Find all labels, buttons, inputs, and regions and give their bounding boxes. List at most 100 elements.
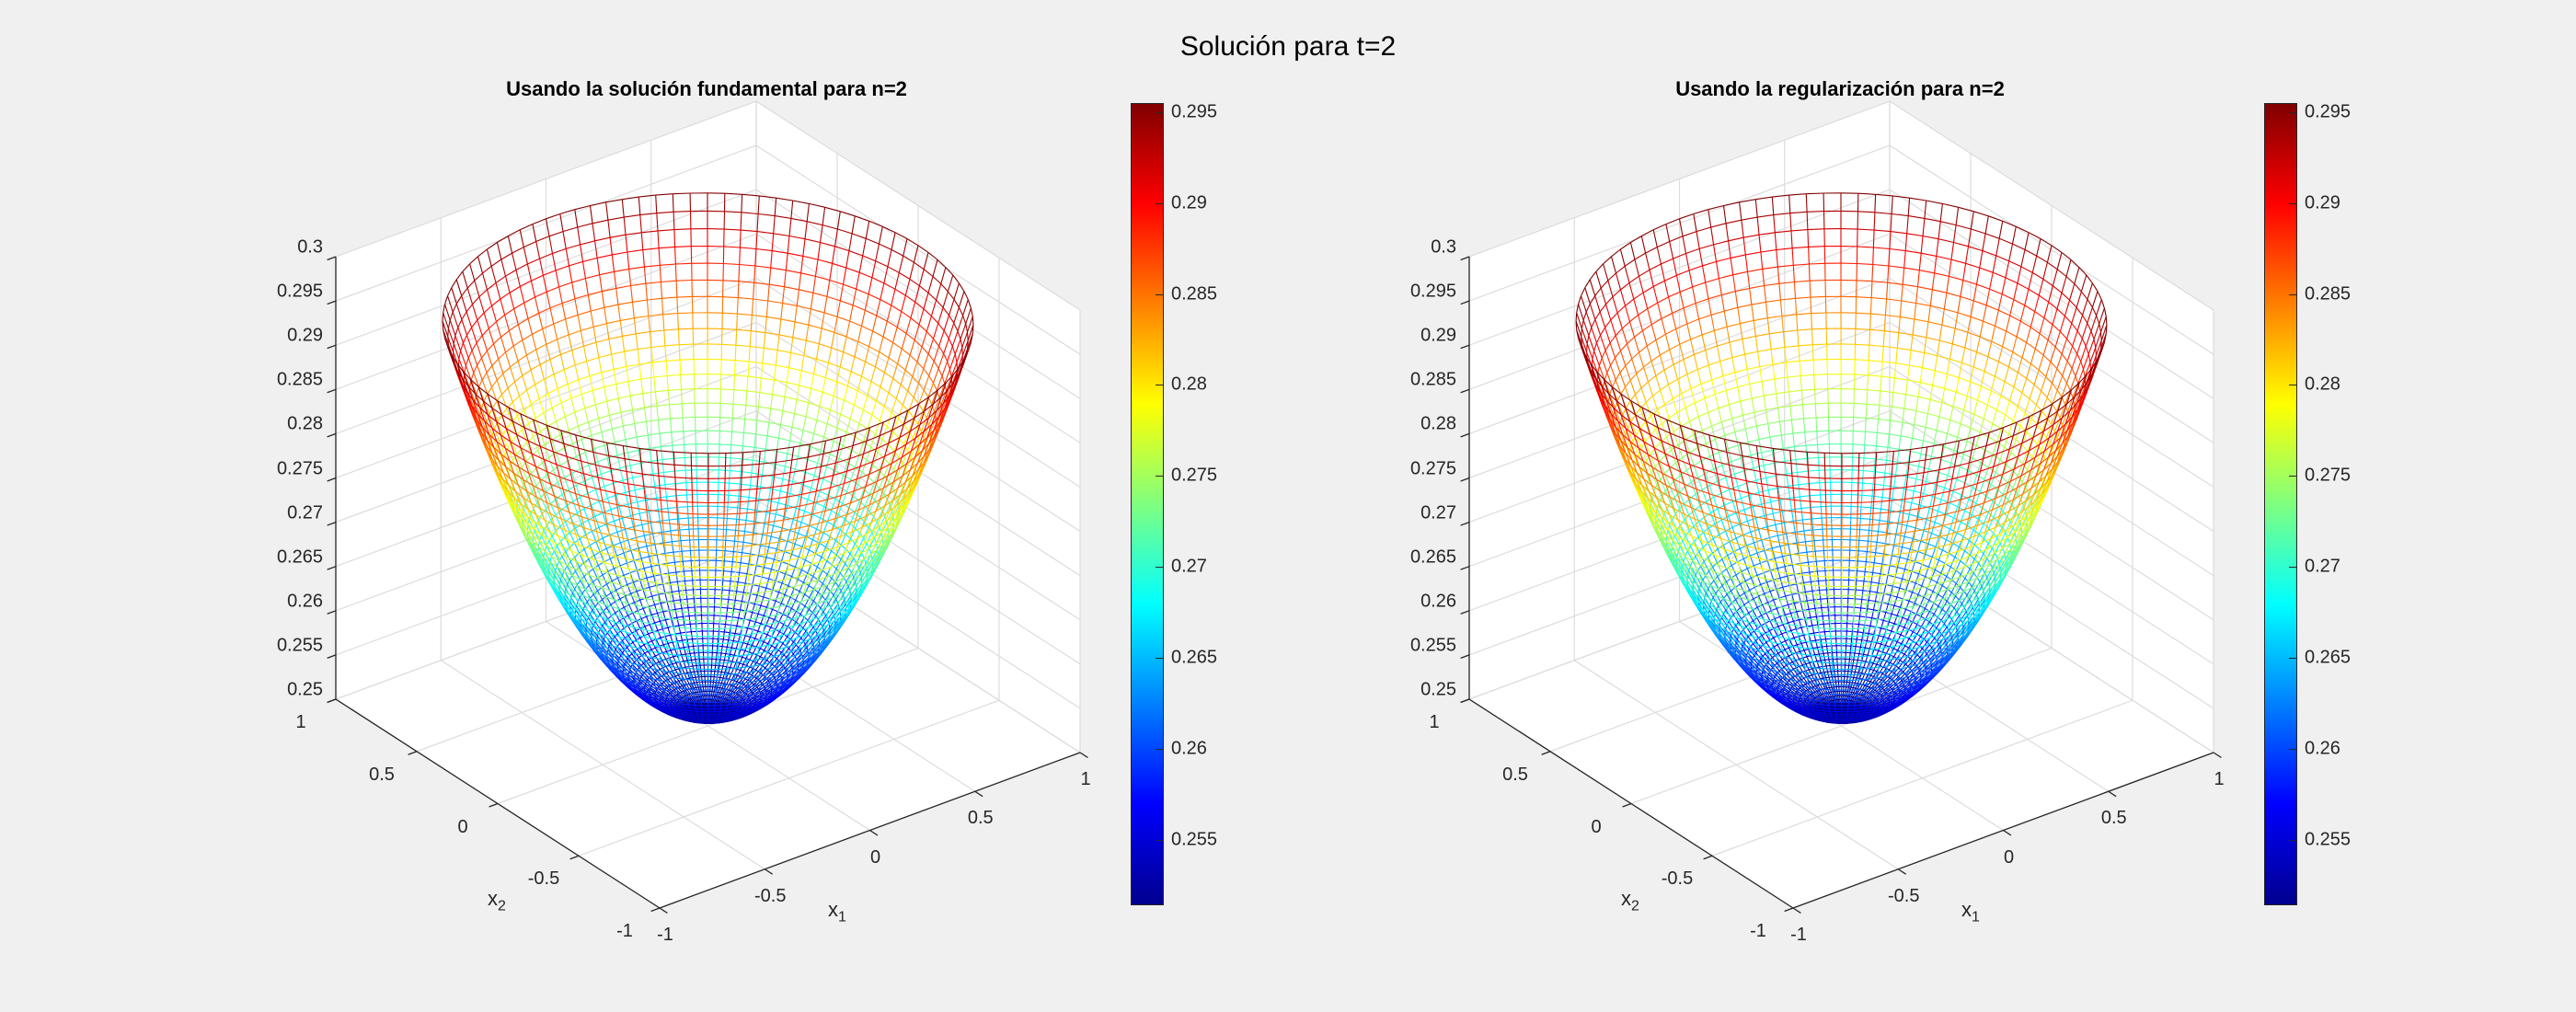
mesh-line (755, 247, 773, 252)
mesh-line (638, 197, 641, 215)
mesh-line (750, 315, 753, 331)
mesh-line (914, 339, 923, 348)
mesh-line (664, 551, 673, 554)
mesh-line (608, 335, 623, 340)
mesh-line (850, 466, 857, 480)
mesh-line (693, 598, 696, 608)
mesh-line (634, 315, 649, 319)
mesh-line (648, 316, 650, 332)
mesh-line (549, 359, 555, 374)
mesh-line (623, 217, 627, 236)
mesh-line (655, 195, 658, 213)
mesh-line (654, 486, 658, 499)
mesh-line (797, 569, 802, 580)
mesh-line (563, 443, 573, 449)
mesh-line (808, 601, 814, 610)
mesh-line (560, 350, 572, 355)
mesh-line (862, 238, 867, 257)
mesh-line (677, 639, 683, 642)
mesh-line (739, 601, 742, 610)
z-tick (327, 610, 337, 615)
mesh-line (523, 302, 529, 319)
mesh-line (883, 266, 889, 284)
mesh-line (842, 268, 847, 285)
mesh-line (803, 355, 817, 360)
mesh-line (527, 258, 540, 265)
mesh-line (783, 270, 787, 287)
mesh-line (883, 392, 890, 408)
z-tick (327, 256, 337, 261)
mesh-line (740, 609, 747, 612)
mesh-line (817, 579, 823, 584)
mesh-line (912, 375, 919, 384)
mesh-line (811, 502, 817, 515)
mesh-line (763, 588, 767, 598)
mesh-line (632, 477, 636, 490)
mesh-line (512, 396, 520, 403)
mesh-line (741, 229, 758, 233)
mesh-line (681, 607, 688, 609)
mesh-line (926, 316, 932, 332)
mesh-line (598, 357, 603, 373)
grid-line-z (335, 365, 1081, 577)
mesh-line (865, 221, 870, 239)
mesh-line (593, 551, 601, 557)
mesh-line (789, 481, 794, 494)
mesh-line (768, 268, 772, 285)
mesh-line (561, 298, 576, 305)
mesh-line (903, 424, 910, 432)
mesh-line (628, 266, 645, 270)
mesh-line (893, 469, 899, 477)
mesh-line (770, 408, 783, 412)
mesh-line (948, 323, 955, 339)
mesh-line (719, 615, 727, 617)
mesh-line (661, 296, 677, 299)
mesh-line (928, 361, 935, 376)
mesh-line (646, 578, 650, 588)
mesh-line (822, 532, 831, 537)
mesh-line (752, 314, 767, 317)
mesh-line (818, 328, 822, 344)
mesh-line (601, 470, 611, 475)
mesh-line (933, 361, 939, 369)
mesh-line (827, 347, 833, 363)
mesh-line (682, 402, 696, 405)
mesh-line (744, 418, 757, 421)
mesh-line (916, 361, 925, 370)
mesh-line (681, 639, 684, 648)
mesh-line (490, 259, 502, 267)
mesh-line (613, 545, 617, 557)
mesh-line (909, 339, 915, 356)
mesh-line (808, 308, 811, 326)
mesh-line (787, 440, 791, 454)
grid-line-z (335, 144, 1081, 355)
mesh-line (630, 393, 643, 397)
mesh-line (564, 416, 569, 431)
mesh-line (812, 359, 817, 374)
mesh-line (733, 374, 736, 390)
mesh-line (854, 341, 859, 357)
mesh-line (811, 387, 823, 393)
mesh-line (963, 291, 969, 300)
mesh-line (901, 348, 911, 356)
mesh-line (676, 279, 693, 282)
mesh-line (580, 468, 585, 482)
mesh-line (839, 487, 847, 492)
mesh-line (654, 391, 658, 407)
mesh-line (751, 298, 754, 316)
mesh-line (752, 575, 755, 585)
mesh-line (768, 421, 781, 426)
mesh-line (871, 260, 877, 278)
mesh-line (565, 314, 579, 320)
mesh-line (645, 281, 661, 284)
mesh-line (927, 339, 935, 354)
mesh-line (574, 298, 579, 316)
mesh-line (595, 342, 600, 358)
mesh-line (730, 640, 734, 649)
mesh-line (804, 221, 808, 239)
mesh-line (625, 436, 638, 441)
mesh-line (487, 282, 497, 291)
mesh-line (620, 317, 635, 321)
mesh-line (519, 224, 534, 231)
mesh-line (652, 360, 667, 363)
